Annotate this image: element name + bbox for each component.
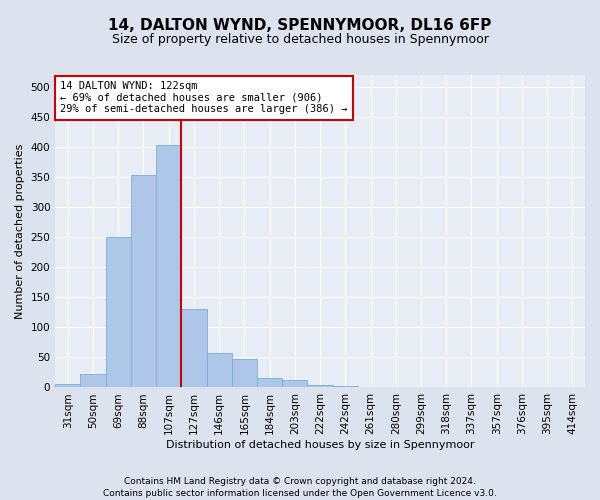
- Bar: [282, 380, 307, 388]
- Bar: [55, 384, 80, 388]
- Bar: [206, 353, 232, 388]
- Bar: [560, 387, 585, 388]
- Bar: [484, 387, 509, 388]
- Bar: [181, 310, 206, 388]
- Bar: [80, 374, 106, 388]
- Bar: [358, 387, 383, 388]
- Bar: [156, 146, 181, 388]
- Bar: [459, 387, 484, 388]
- Bar: [257, 378, 282, 388]
- X-axis label: Distribution of detached houses by size in Spennymoor: Distribution of detached houses by size …: [166, 440, 475, 450]
- Bar: [106, 237, 131, 388]
- Text: 14 DALTON WYND: 122sqm
← 69% of detached houses are smaller (906)
29% of semi-de: 14 DALTON WYND: 122sqm ← 69% of detached…: [61, 81, 348, 114]
- Text: Contains public sector information licensed under the Open Government Licence v3: Contains public sector information licen…: [103, 488, 497, 498]
- Text: Contains HM Land Registry data © Crown copyright and database right 2024.: Contains HM Land Registry data © Crown c…: [124, 477, 476, 486]
- Bar: [307, 385, 332, 388]
- Y-axis label: Number of detached properties: Number of detached properties: [15, 144, 25, 319]
- Bar: [131, 176, 156, 388]
- Text: 14, DALTON WYND, SPENNYMOOR, DL16 6FP: 14, DALTON WYND, SPENNYMOOR, DL16 6FP: [109, 18, 491, 32]
- Bar: [409, 387, 434, 388]
- Text: Size of property relative to detached houses in Spennymoor: Size of property relative to detached ho…: [112, 32, 488, 46]
- Bar: [434, 387, 459, 388]
- Bar: [383, 387, 409, 388]
- Bar: [332, 386, 358, 388]
- Bar: [232, 358, 257, 388]
